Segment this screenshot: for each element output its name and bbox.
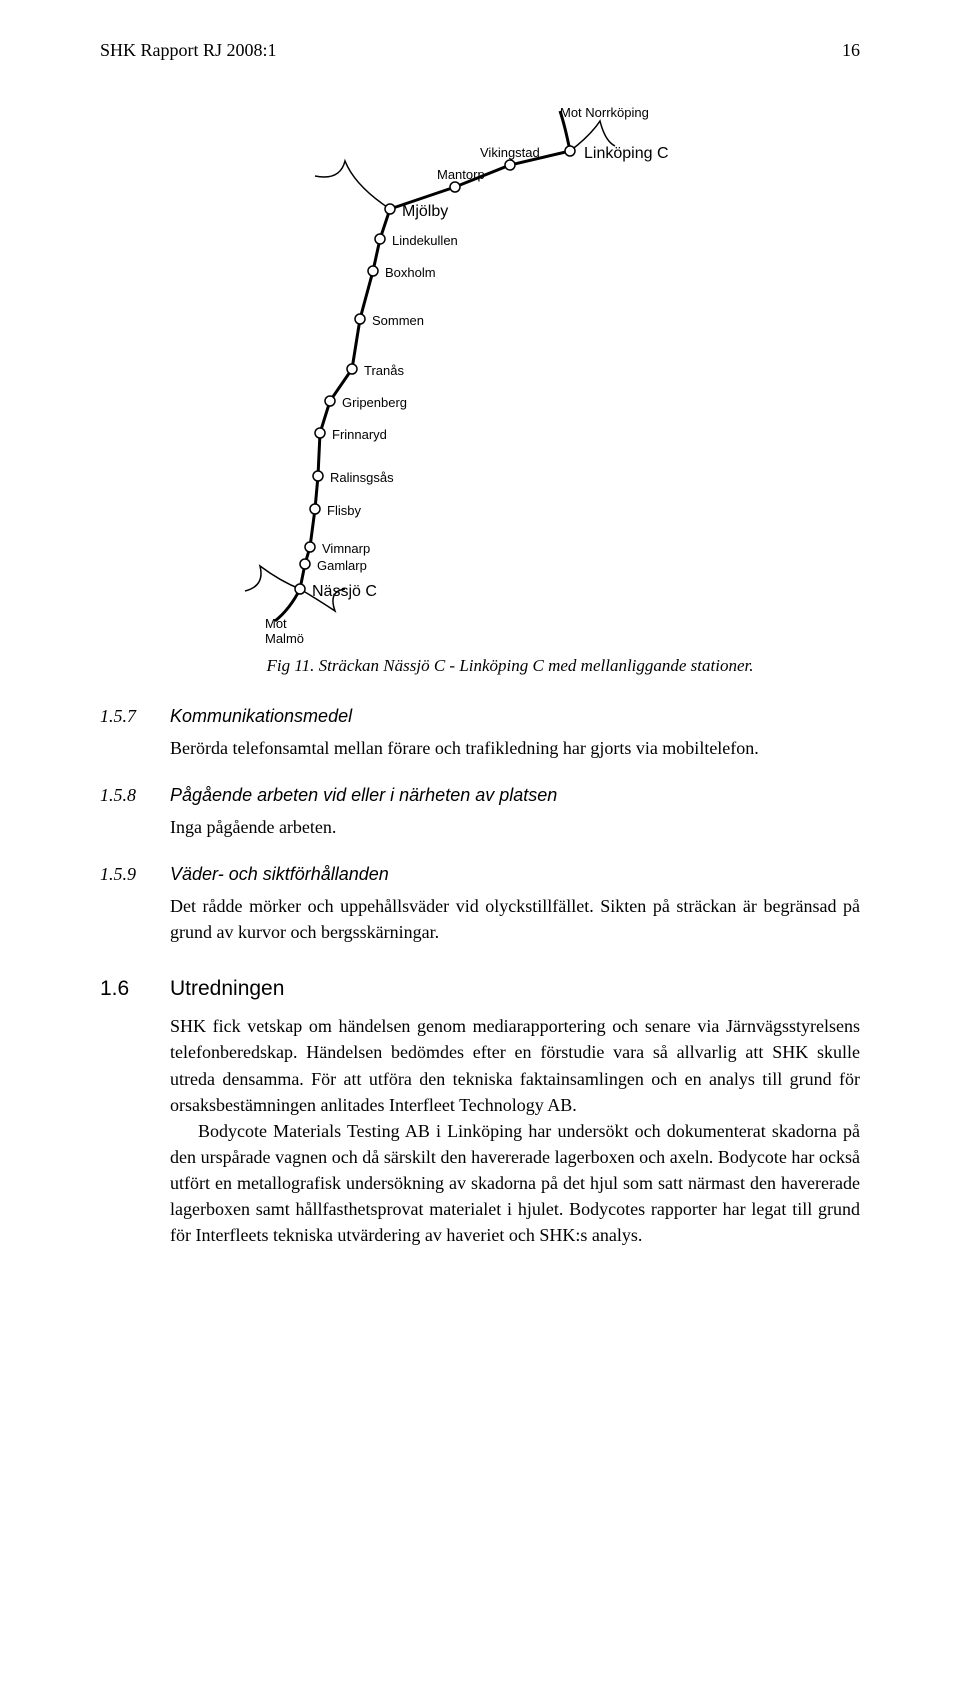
station-label-nassjo: Nässjö C: [312, 583, 377, 601]
station-label-frinnaryd: Frinnaryd: [332, 427, 387, 442]
station-label-gamlarp: Gamlarp: [317, 558, 367, 573]
station-label-sommen: Sommen: [372, 313, 424, 328]
section-body: Kommunikationsmedel Berörda telefonsamtal…: [170, 706, 860, 761]
station-label-linkoping: Linköping C: [584, 145, 669, 163]
section-1-5-7: 1.5.7Kommunikationsmedel Berörda telefons…: [100, 706, 860, 761]
section-paragraph: Berörda telefonsamtal mellan förare och …: [170, 735, 860, 761]
station-label-lindekullen: Lindekullen: [392, 233, 458, 248]
section-1-6: 1.6Utredningen SHK fick vetskap om händel…: [100, 977, 860, 1248]
station-label-mantorp: Mantorp: [437, 167, 485, 182]
station-label-norrkoping: Mot Norrköping: [560, 105, 649, 120]
section-number: 1.6: [100, 977, 170, 1248]
section-1-5-9: 1.5.9Väder- och siktförhållanden Det rådd…: [100, 864, 860, 945]
section-paragraph: Inga pågående arbeten.: [170, 814, 860, 840]
section-title: Pågående arbeten vid eller i närheten av…: [170, 785, 860, 806]
section-title: Kommunikationsmedel: [170, 706, 860, 727]
section-body: Pågående arbeten vid eller i närheten av…: [170, 785, 860, 840]
section-number: 1.5.9: [100, 864, 170, 945]
header-left: SHK Rapport RJ 2008:1: [100, 40, 277, 61]
station-label-ralingsas: Ralinsgsås: [330, 470, 394, 485]
header-right: 16: [842, 40, 860, 61]
section-body: Väder- och siktförhållanden Det rådde mör…: [170, 864, 860, 945]
station-label-gripenberg: Gripenberg: [342, 395, 407, 410]
section-number: 1.5.8: [100, 785, 170, 840]
section-title: Utredningen: [170, 977, 860, 1001]
section-paragraph: Bodycote Materials Testing AB i Linköpin…: [170, 1118, 860, 1248]
station-label-malmo: MotMalmö: [265, 616, 304, 646]
section-title: Väder- och siktförhållanden: [170, 864, 860, 885]
section-paragraph: Det rådde mörker och uppehållsväder vid …: [170, 893, 860, 945]
sections-container: 1.5.7Kommunikationsmedel Berörda telefons…: [100, 706, 860, 1248]
station-label-boxholm: Boxholm: [385, 265, 436, 280]
section-paragraph: SHK fick vetskap om händelsen genom medi…: [170, 1013, 860, 1117]
section-1-5-8: 1.5.8Pågående arbeten vid eller i närhet…: [100, 785, 860, 840]
station-label-mjolby: Mjölby: [402, 203, 448, 221]
station-label-flisby: Flisby: [327, 503, 361, 518]
header-row: SHK Rapport RJ 2008:1 16: [100, 40, 860, 61]
railway-map: Mot Norrköping Linköping C Vikingstad Manto…: [180, 91, 780, 631]
section-number: 1.5.7: [100, 706, 170, 761]
section-body: Utredningen SHK fick vetskap om händelsen…: [170, 977, 860, 1248]
station-label-vimnarp: Vimnarp: [322, 541, 370, 556]
station-label-tranas: Tranås: [364, 363, 404, 378]
figure-caption: Fig 11. Sträckan Nässjö C - Linköping C …: [160, 656, 860, 676]
station-label-vikingstad: Vikingstad: [480, 145, 540, 160]
